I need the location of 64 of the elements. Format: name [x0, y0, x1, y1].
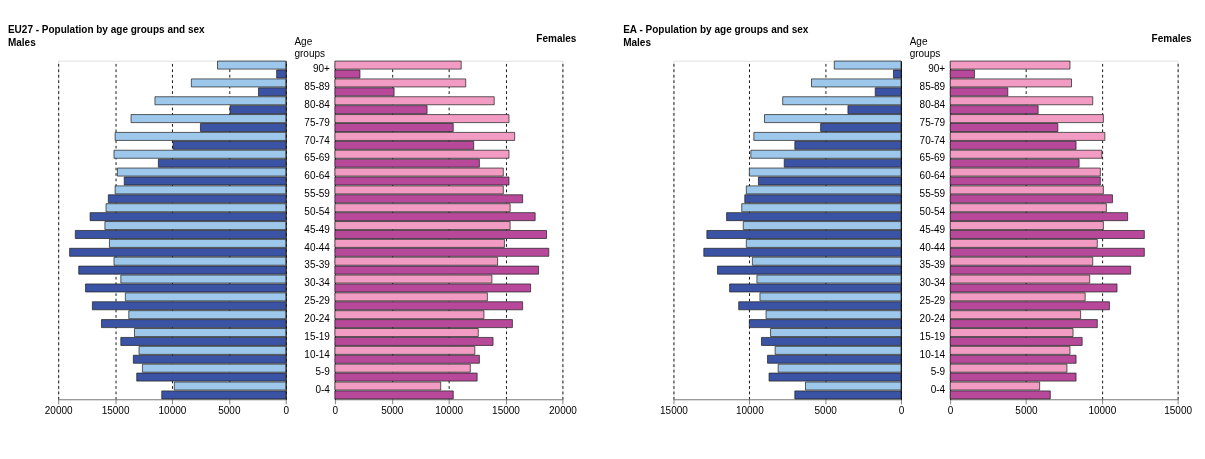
y-tick-label: 20-24 — [304, 312, 331, 324]
y-tick-label: 40-44 — [919, 241, 946, 253]
y-tick-label: 80-84 — [304, 98, 331, 110]
y-tick-label: 0-4 — [315, 384, 331, 396]
chart-title: EU27 - Population by age groups and sex — [7, 23, 206, 35]
y-tick-label: 85-89 — [304, 81, 331, 93]
y-tick-label: 90+ — [928, 63, 946, 75]
y-tick-label: 85-89 — [919, 81, 946, 93]
y-tick-label: 35-39 — [304, 259, 331, 271]
x-tick-label: 5000 — [814, 405, 838, 417]
y-tick-label: 70-74 — [304, 134, 331, 146]
x-tick-label: 5000 — [1015, 405, 1039, 417]
y-tick-label: 70-74 — [919, 134, 946, 146]
x-tick-label: 15000 — [1164, 405, 1193, 417]
x-tick-label: 0 — [898, 405, 905, 417]
y-tick-label: 10-14 — [304, 348, 331, 360]
y-tick-label: 75-79 — [919, 116, 946, 128]
y-tick-label: 15-19 — [919, 330, 946, 342]
y-axis-title: Age groups — [294, 35, 325, 59]
x-tick-label: 10000 — [735, 405, 765, 417]
chart-subtitle: Males — [7, 37, 37, 49]
y-tick-label: 15-19 — [304, 330, 331, 342]
x-tick-label: 20000 — [44, 405, 74, 417]
y-tick-label: 80-84 — [919, 98, 946, 110]
y-tick-label: 30-34 — [304, 277, 331, 289]
x-tick-label: 0 — [283, 405, 290, 417]
y-tick-label: 5-9 — [315, 366, 331, 378]
y-tick-label: 50-54 — [304, 205, 331, 217]
y-tick-label: 25-29 — [304, 295, 331, 307]
chart-subtitle: Males — [623, 37, 652, 49]
x-tick-label: 5000 — [381, 405, 404, 417]
y-tick-label: 20-24 — [919, 312, 946, 324]
y-tick-label: 35-39 — [919, 259, 946, 271]
y-tick-label: 10-14 — [919, 348, 946, 360]
y-tick-label: 55-59 — [919, 188, 946, 200]
y-tick-label: 90+ — [312, 63, 331, 75]
x-tick-label: 20000 — [549, 405, 578, 417]
x-tick-label: 10000 — [158, 405, 187, 417]
x-tick-label: 10000 — [1088, 405, 1117, 417]
y-tick-label: 40-44 — [304, 241, 331, 253]
y-tick-label: 65-69 — [304, 152, 331, 164]
x-tick-label: 10000 — [435, 405, 464, 417]
x-tick-label: 5000 — [218, 405, 241, 417]
y-tick-label: 25-29 — [919, 295, 946, 307]
y-tick-label: 0-4 — [930, 384, 946, 396]
y-tick-label: 60-64 — [919, 170, 946, 182]
y-tick-label: 65-69 — [919, 152, 946, 164]
x-tick-label: 15000 — [101, 405, 130, 417]
y-axis-title: Age groups — [909, 35, 941, 59]
y-tick-label: 45-49 — [919, 223, 946, 235]
y-tick-label: 50-54 — [919, 205, 946, 217]
y-tick-label: 55-59 — [304, 188, 331, 200]
y-tick-label: 75-79 — [304, 116, 331, 128]
y-tick-label: 5-9 — [930, 366, 946, 378]
x-tick-label: 0 — [332, 405, 339, 417]
x-tick-label: 0 — [947, 405, 954, 417]
y-tick-label: 45-49 — [304, 223, 331, 235]
y-tick-label: 30-34 — [919, 277, 946, 289]
x-tick-label: 15000 — [492, 405, 521, 417]
chart-title: Females — [1151, 32, 1193, 44]
chart-title: Females — [536, 32, 577, 44]
x-tick-label: 15000 — [660, 405, 689, 417]
chart-title: EA - Population by age groups and sex — [623, 23, 809, 35]
y-tick-label: 60-64 — [304, 170, 331, 182]
